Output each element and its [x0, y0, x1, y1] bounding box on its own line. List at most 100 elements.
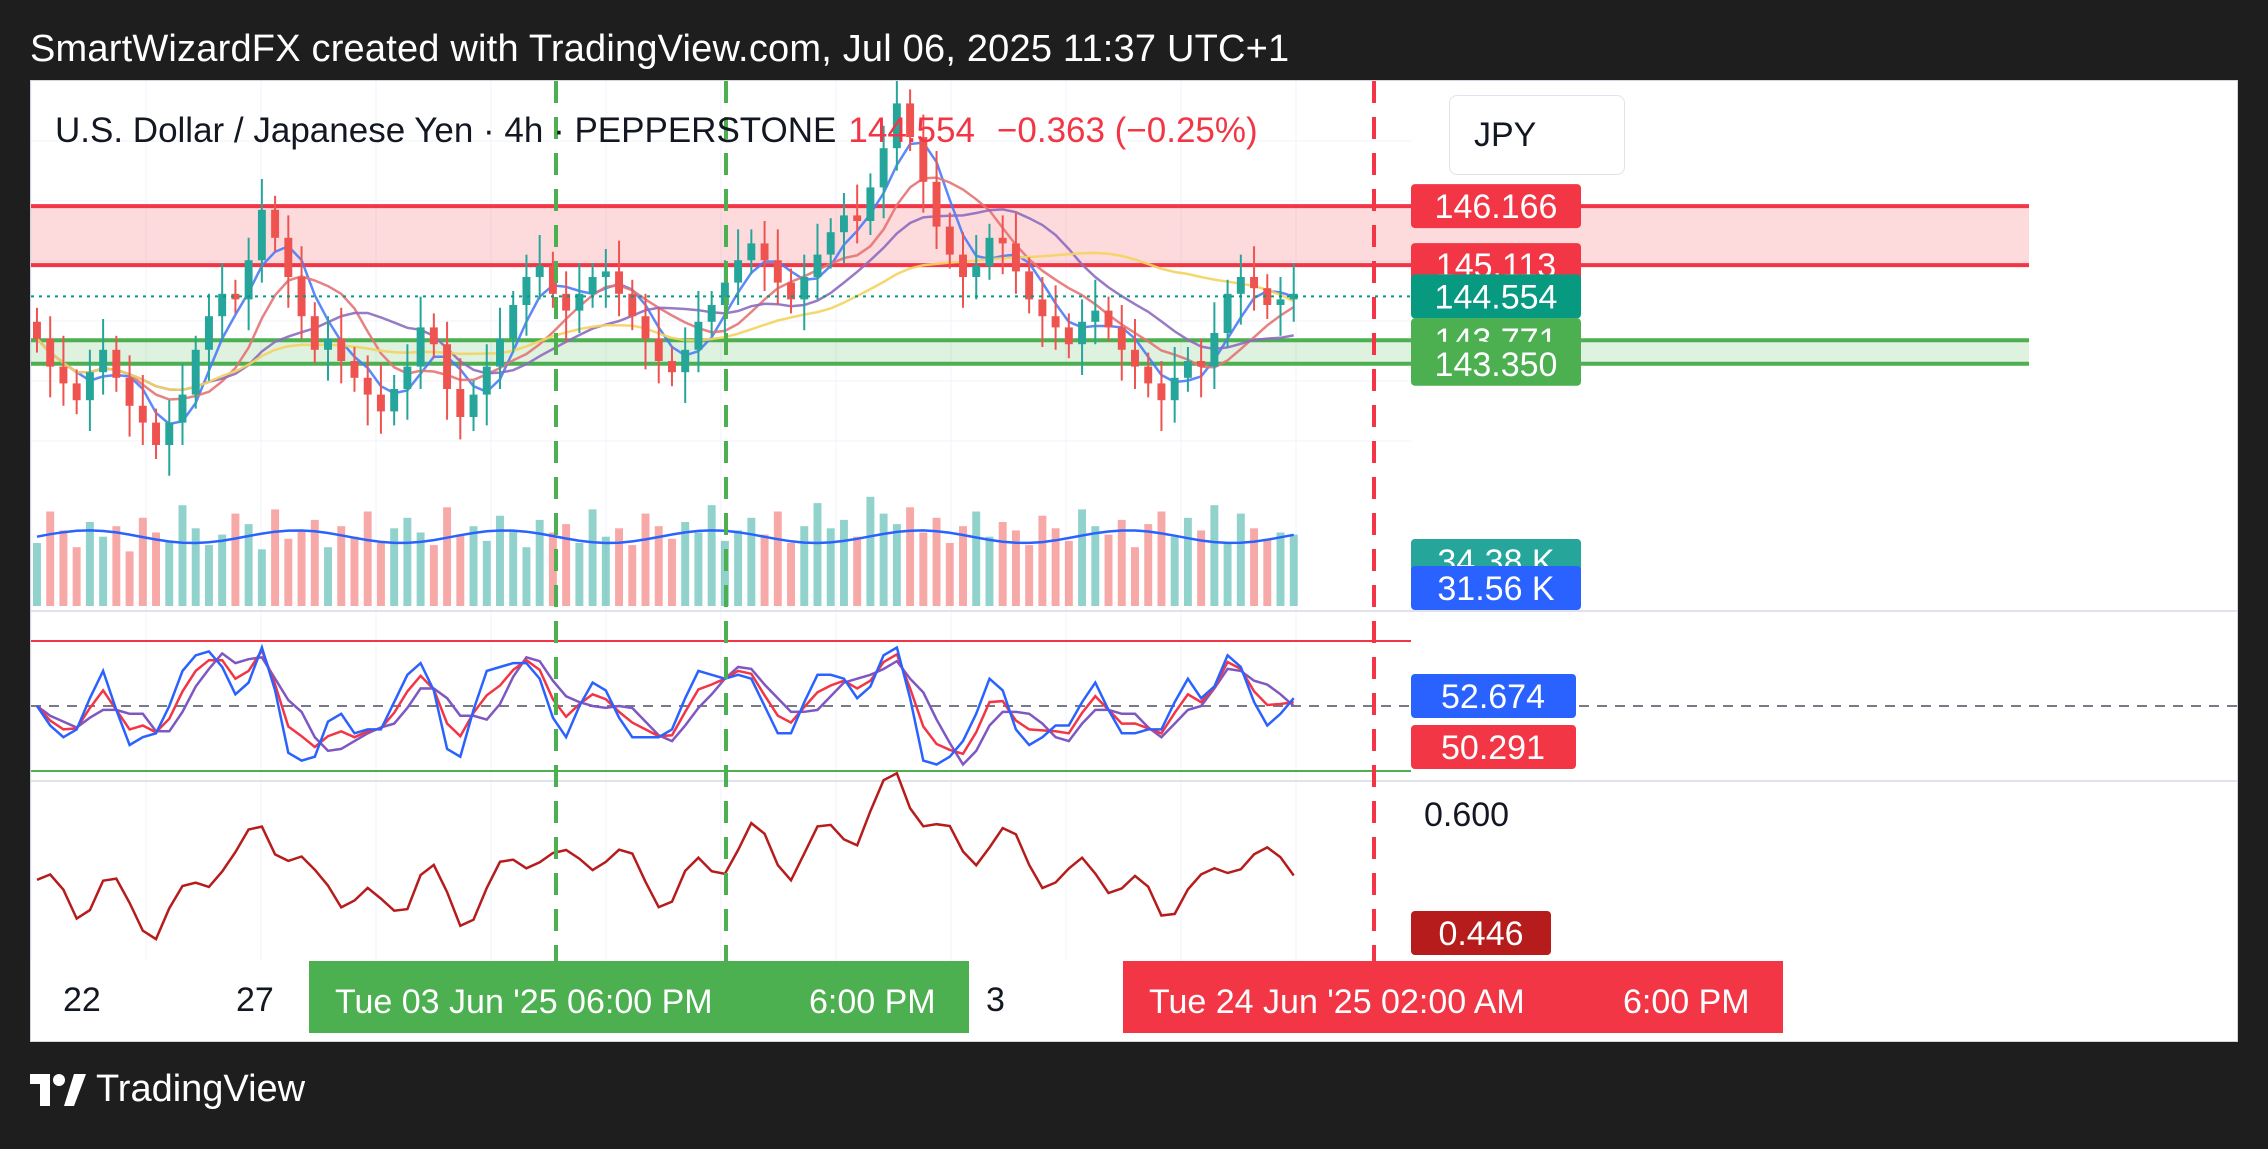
volume-ma-line — [36, 529, 1294, 545]
rsi-axis-label[interactable] — [1411, 725, 1576, 769]
volume-bar — [178, 505, 187, 606]
rsi-axis-label-text: 52.674 — [1441, 678, 1545, 716]
candle-body — [416, 327, 425, 367]
volume-bar — [112, 526, 121, 606]
candle-body — [1091, 310, 1100, 322]
volume-bar — [390, 528, 399, 606]
volume-bar — [628, 545, 637, 606]
candle-body — [1104, 310, 1113, 328]
symbol-legend[interactable]: U.S. Dollar / Japanese Yen · 4h · PEPPER… — [55, 111, 1258, 151]
price-axis-label[interactable] — [1411, 274, 1581, 319]
rsi-axis-label[interactable] — [1411, 674, 1576, 718]
candle-body — [59, 366, 68, 384]
volume-bar — [99, 536, 108, 606]
volume-bar — [1051, 528, 1060, 606]
oscillator-value-text: 0.446 — [1438, 915, 1523, 953]
volume-bar — [945, 543, 954, 606]
candle-body — [879, 148, 888, 188]
candle-body — [165, 422, 174, 445]
volume-bar — [337, 526, 346, 606]
candle-body — [998, 237, 1007, 244]
volume-bar — [1011, 530, 1020, 606]
volume-bar — [707, 505, 716, 606]
volume-bar — [787, 543, 795, 606]
candle-body — [681, 349, 690, 373]
volume-bar — [575, 543, 584, 606]
price-axis-label[interactable] — [1411, 184, 1581, 229]
candle-body — [191, 349, 200, 395]
volume-bar — [191, 528, 200, 606]
price-axis-label[interactable] — [1411, 566, 1581, 610]
price-axis-label-text: 146.166 — [1435, 188, 1558, 226]
candle-body — [787, 282, 795, 300]
candle-body — [271, 209, 280, 238]
volume-bar — [244, 524, 253, 606]
volume-bar — [813, 503, 822, 606]
candle-body — [112, 349, 121, 378]
candle-body — [324, 338, 332, 350]
volume-bar — [734, 530, 743, 606]
candle-body — [826, 232, 835, 255]
volume-bar — [469, 526, 478, 606]
volume-bar — [257, 549, 266, 606]
candle-body — [1223, 293, 1232, 333]
candle-body — [350, 361, 359, 378]
candle-body — [231, 293, 240, 300]
resistance-zone — [31, 206, 2029, 266]
candle-body — [866, 187, 875, 221]
volume-bar — [522, 547, 531, 606]
candle-body — [1025, 271, 1034, 300]
volume-bar — [1131, 547, 1139, 606]
candle-body — [429, 327, 438, 345]
candle-body — [1276, 299, 1285, 305]
time-axis-label: 22 — [63, 981, 101, 1019]
volume-bar — [310, 519, 319, 606]
volume-bar — [125, 551, 134, 606]
candle-body — [575, 293, 584, 311]
volume-bar — [482, 540, 491, 606]
candle-body — [668, 361, 676, 373]
rsi-axis-label-text: 50.291 — [1441, 729, 1545, 767]
time-marker-label[interactable] — [309, 961, 969, 1033]
volume-bar — [641, 513, 650, 606]
oscillator-line — [36, 771, 1295, 941]
oscillator-value-label[interactable] — [1411, 911, 1551, 955]
candle-body — [284, 237, 293, 277]
volume-bar — [562, 524, 571, 606]
candle-body — [496, 338, 504, 367]
volume-bar — [1038, 515, 1047, 606]
currency-unit-button[interactable]: JPY — [1449, 95, 1625, 175]
volume-bar — [998, 522, 1007, 606]
candle-body — [1078, 321, 1087, 345]
volume-bar — [403, 517, 412, 606]
rsi-slow-line — [36, 647, 1294, 756]
volume-bar — [1223, 543, 1232, 606]
candle-body — [482, 366, 491, 395]
chart-canvas[interactable]: 146.166145.113144.554143.771143.35034.38… — [31, 81, 2238, 1042]
time-marker-label[interactable] — [1123, 961, 1783, 1033]
chart-frame[interactable]: 146.166 145.113 144.554 143.771 143.350 34.38… — [30, 80, 2238, 1042]
volume-bar — [59, 530, 68, 606]
price-axis-label-text: 31.56 K — [1437, 570, 1555, 608]
volume-bar — [1064, 540, 1073, 606]
price-axis-label-text: 144.554 — [1435, 278, 1558, 316]
ma-long-line — [36, 251, 1295, 392]
volume-bar — [1197, 530, 1206, 606]
candle-body — [1131, 349, 1139, 367]
candle-body — [707, 305, 716, 322]
volume-bar — [271, 509, 280, 606]
candle-body — [734, 260, 743, 283]
candle-body — [297, 277, 306, 317]
candle-body — [337, 338, 346, 361]
volume-bar — [1263, 538, 1272, 606]
price-axis-label[interactable] — [1411, 341, 1581, 386]
candle-body — [694, 321, 703, 350]
candle-body — [1117, 327, 1126, 350]
candle-body — [1011, 243, 1020, 272]
volume-bar — [826, 528, 835, 606]
candle-body — [720, 282, 729, 305]
volume-bar — [152, 532, 160, 606]
rsi-fast-line — [35, 643, 1295, 766]
volume-bar — [747, 517, 756, 606]
candle-body — [601, 271, 610, 277]
